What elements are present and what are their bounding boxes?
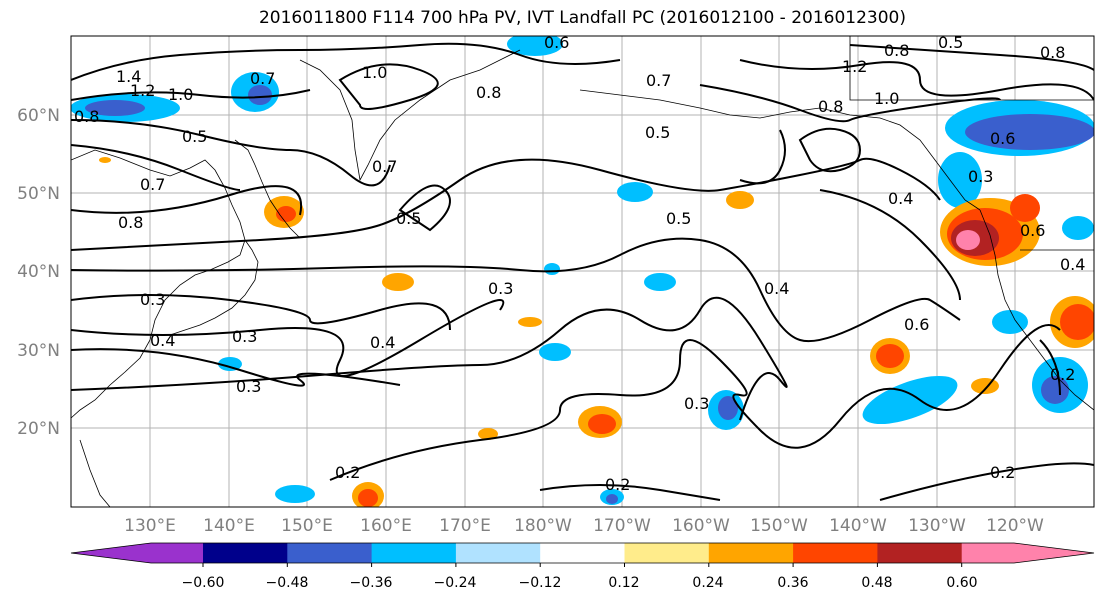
colorbar-tick: 0.48 [861, 575, 892, 591]
colorbar-tick: −0.12 [519, 575, 562, 591]
colorbar-extension-high [961, 543, 1094, 563]
contour-label: 0.4 [1060, 255, 1085, 274]
colorbar-segment [371, 543, 457, 563]
contour-label: 0.3 [140, 290, 165, 309]
contour-label: 0.4 [888, 189, 913, 208]
contour-label: 0.6 [990, 129, 1015, 148]
contour-label: 0.4 [150, 331, 175, 350]
lon-label: 150°E [281, 516, 333, 536]
colorbar-tick: 0.36 [777, 575, 808, 591]
contour-label: 0.6 [904, 315, 929, 334]
contour-label: 0.2 [335, 463, 360, 482]
contour-label: 0.7 [646, 71, 671, 90]
colorbar-tick: 0.24 [692, 575, 723, 591]
colorbar-tick: −0.48 [266, 575, 309, 591]
contour-label: 0.5 [666, 209, 691, 228]
colorbar-tick: −0.24 [434, 575, 477, 591]
lon-label: 130°W [908, 516, 966, 536]
lon-label: 160°E [360, 516, 412, 536]
colorbar-tick-labels: −0.60 −0.48 −0.36 −0.24 −0.12 0.12 0.24 … [182, 575, 978, 591]
contour-label: 0.7 [372, 157, 397, 176]
colorbar-tick: −0.36 [350, 575, 393, 591]
contour-label: 0.4 [370, 333, 395, 352]
lon-label: 130°E [124, 516, 176, 536]
lon-label: 150°W [750, 516, 808, 536]
lon-label: 140°W [829, 516, 887, 536]
positive-anomaly-fills [99, 157, 1094, 507]
negative-anomaly-fills [71, 36, 1094, 505]
lat-label: 50°N [17, 184, 60, 204]
lat-label: 60°N [17, 106, 60, 126]
colorbar [70, 542, 1095, 567]
colorbar-segment [877, 543, 963, 563]
contour-label: 0.2 [1050, 365, 1075, 384]
contour-label: 0.7 [140, 175, 165, 194]
colorbar-segment [624, 543, 710, 563]
lat-label: 30°N [17, 341, 60, 361]
lon-label: 160°W [672, 516, 730, 536]
lat-label: 40°N [17, 262, 60, 282]
contour-label: 0.5 [182, 127, 207, 146]
latitude-labels: 60°N 50°N 40°N 30°N 20°N [17, 106, 60, 439]
contour-label: 1.2 [842, 57, 867, 76]
lon-label: 170°E [439, 516, 491, 536]
colorbar-outline [70, 542, 1095, 564]
colorbar-segment [793, 543, 878, 563]
contour-labels: 1.4 1.2 1.0 0.8 0.7 0.5 0.7 0.8 0.3 0.4 … [74, 33, 1085, 494]
figure-title: 2016011800 F114 700 hPa PV, IVT Landfall… [258, 8, 906, 28]
contour-label: 0.8 [1040, 43, 1065, 62]
lon-label: 170°W [593, 516, 651, 536]
contour-label: 0.3 [684, 394, 709, 413]
contour-label: 0.8 [818, 97, 843, 116]
longitude-labels: 130°E 140°E 150°E 160°E 170°E 180°W 170°… [124, 516, 1044, 536]
map-border [70, 35, 1095, 508]
colorbar-tick: −0.60 [182, 575, 225, 591]
colorbar-segment [287, 543, 373, 563]
colorbar-tick: 0.12 [608, 575, 639, 591]
contour-label: 0.4 [764, 279, 789, 298]
colorbar-segment [455, 543, 541, 563]
contour-label: 0.5 [645, 123, 670, 142]
contour-label: 0.2 [990, 463, 1015, 482]
colorbar-tick: 0.60 [946, 575, 977, 591]
contour-label: 1.0 [362, 63, 387, 82]
contour-label: 1.0 [168, 85, 193, 104]
lon-label: 180°W [514, 516, 572, 536]
colorbar-segment [708, 543, 794, 563]
contour-label: 0.7 [250, 69, 275, 88]
contour-label: 0.8 [118, 213, 143, 232]
contour-label: 1.0 [874, 89, 899, 108]
contour-label: 0.5 [938, 33, 963, 52]
contour-label: 0.3 [236, 377, 261, 396]
contour-label: 0.2 [605, 475, 630, 494]
lon-label: 140°E [203, 516, 255, 536]
colorbar-segment [203, 543, 288, 563]
contour-label: 0.3 [968, 167, 993, 186]
contour-label: 0.5 [396, 209, 421, 228]
pv-contours [71, 42, 1094, 501]
contour-label: 0.3 [488, 279, 513, 298]
contour-label: 0.3 [232, 327, 257, 346]
coastlines [71, 36, 1094, 507]
contour-label: 0.6 [1020, 221, 1045, 240]
colorbar-extension-low [71, 543, 203, 563]
contour-label: 0.8 [476, 83, 501, 102]
lat-label: 20°N [17, 419, 60, 439]
contour-label: 1.2 [130, 81, 155, 100]
contour-label: 0.8 [74, 107, 99, 126]
contour-label: 0.6 [544, 33, 569, 52]
contour-label: 1.4 [116, 67, 141, 86]
lon-label: 120°W [986, 516, 1044, 536]
colorbar-segment [540, 543, 625, 563]
contour-label: 0.8 [884, 41, 909, 60]
